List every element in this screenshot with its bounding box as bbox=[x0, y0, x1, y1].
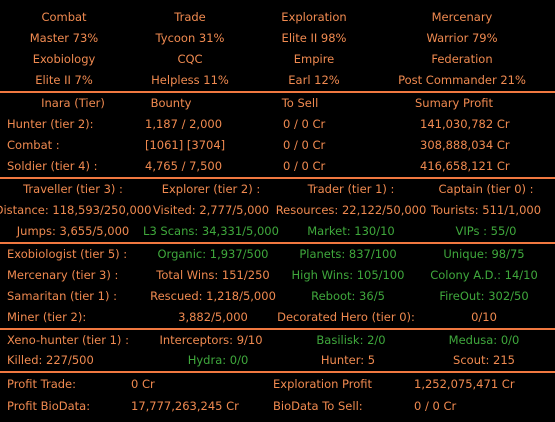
xeno-hunter-label: Xeno-hunter (tier 1) : bbox=[7, 333, 129, 347]
explorer-visited: Visited: 2,777/5,000 bbox=[152, 203, 270, 217]
trader-header: Trader (tier 1) : bbox=[307, 182, 395, 196]
mercenary-high-wins: High Wins: 105/100 bbox=[291, 268, 405, 282]
separator bbox=[0, 177, 555, 179]
exploration-profit-label: Exploration Profit bbox=[273, 377, 373, 391]
inara-header-profit: Sumary Profit bbox=[414, 96, 494, 110]
rank-cqc-value: Helpless 11% bbox=[151, 73, 229, 87]
inara-row-hunter-bounty: 1,187 / 2,000 bbox=[145, 117, 223, 131]
exobiologist-label: Exobiologist (tier 5) : bbox=[7, 247, 128, 261]
rank-exploration-value: Elite II 98% bbox=[281, 31, 347, 45]
xeno-scout-count: Scout: 215 bbox=[453, 353, 515, 367]
exploration-profit-value: 1,252,075,471 Cr bbox=[414, 377, 515, 391]
biodata-to-sell-value: 0 / 0 Cr bbox=[414, 399, 457, 413]
xeno-medusa: Medusa: 0/0 bbox=[448, 333, 520, 347]
rank-trade-label: Trade bbox=[174, 10, 206, 24]
rank-combat-label: Combat bbox=[41, 10, 87, 24]
rank-empire-label: Empire bbox=[293, 52, 335, 66]
biodata-to-sell-label: BioData To Sell: bbox=[273, 399, 363, 413]
exobiologist-unique: Unique: 98/75 bbox=[443, 247, 525, 261]
samaritan-label: Samaritan (tier 1) : bbox=[7, 289, 118, 303]
xeno-interceptors: Interceptors: 9/10 bbox=[159, 333, 263, 347]
inara-header-tier: Inara (Tier) bbox=[41, 96, 105, 110]
mercenary-total-wins: Total Wins: 151/250 bbox=[156, 268, 270, 282]
mercenary-colony: Colony A.D.: 14/10 bbox=[430, 268, 538, 282]
inara-row-soldier-label: Soldier (tier 4) : bbox=[7, 159, 98, 173]
traveller-distance: Distance: 118,593/250,000 bbox=[0, 203, 152, 217]
rank-federation-value: Post Commander 21% bbox=[398, 73, 526, 87]
samaritan-fireout: FireOut: 302/50 bbox=[439, 289, 529, 303]
traveller-jumps: Jumps: 3,655/5,000 bbox=[16, 224, 130, 238]
rank-trade-value: Tycoon 31% bbox=[155, 31, 225, 45]
inara-row-combat-bounty: [1061] [3704] bbox=[145, 138, 226, 152]
mercenary-label: Mercenary (tier 3) : bbox=[7, 268, 119, 282]
samaritan-reboot: Reboot: 36/5 bbox=[311, 289, 385, 303]
exobiologist-organic: Organic: 1,937/500 bbox=[157, 247, 269, 261]
explorer-header: Explorer (tier 2) : bbox=[161, 182, 261, 196]
inara-row-combat-label: Combat : bbox=[7, 138, 60, 152]
rank-federation-label: Federation bbox=[431, 52, 493, 66]
trader-market: Market: 130/10 bbox=[307, 224, 395, 238]
separator bbox=[0, 328, 555, 330]
decorated-hero-label: Decorated Hero (tier 0): bbox=[277, 310, 415, 324]
exobiologist-planets: Planets: 837/100 bbox=[299, 247, 397, 261]
rank-mercenary-label: Mercenary bbox=[431, 10, 493, 24]
xeno-killed: Killed: 227/500 bbox=[7, 353, 94, 367]
samaritan-rescued: Rescued: 1,218/5,000 bbox=[150, 289, 276, 303]
inara-row-hunter-profit: 141,030,782 Cr bbox=[420, 117, 510, 131]
inara-row-combat-sell: 0 / 0 Cr bbox=[283, 138, 326, 152]
inara-row-hunter-sell: 0 / 0 Cr bbox=[283, 117, 326, 131]
rank-cqc-label: CQC bbox=[177, 52, 203, 66]
rank-mercenary-value: Warrior 79% bbox=[426, 31, 498, 45]
xeno-hydra: Hydra: 0/0 bbox=[187, 353, 249, 367]
profit-biodata-value: 17,777,263,245 Cr bbox=[131, 399, 239, 413]
trader-resources: Resources: 22,122/50,000 bbox=[275, 203, 427, 217]
inara-header-bounty: Bounty bbox=[150, 96, 192, 110]
rank-empire-value: Earl 12% bbox=[288, 73, 340, 87]
inara-row-hunter-label: Hunter (tier 2): bbox=[7, 117, 94, 131]
miner-progress: 3,882/5,000 bbox=[178, 310, 248, 324]
inara-header-to-sell: To Sell bbox=[281, 96, 319, 110]
traveller-header: Traveller (tier 3) : bbox=[23, 182, 123, 196]
inara-row-combat-profit: 308,888,034 Cr bbox=[420, 138, 510, 152]
inara-row-soldier-bounty: 4,765 / 7,500 bbox=[145, 159, 223, 173]
rank-exploration-label: Exploration bbox=[281, 10, 347, 24]
profit-trade-value: 0 Cr bbox=[131, 377, 155, 391]
separator bbox=[0, 91, 555, 93]
rank-exobiology-label: Exobiology bbox=[32, 52, 96, 66]
captain-tourists: Tourists: 511/1,000 bbox=[430, 203, 542, 217]
rank-exobiology-value: Elite II 7% bbox=[35, 73, 93, 87]
profit-trade-label: Profit Trade: bbox=[7, 377, 77, 391]
captain-vips: VIPs : 55/0 bbox=[455, 224, 517, 238]
rank-combat-value: Master 73% bbox=[29, 31, 99, 45]
inara-row-soldier-sell: 0 / 0 Cr bbox=[283, 159, 326, 173]
xeno-basilisk: Basilisk: 2/0 bbox=[316, 333, 386, 347]
captain-header: Captain (tier 0) : bbox=[438, 182, 534, 196]
separator bbox=[0, 242, 555, 244]
miner-label: Miner (tier 2): bbox=[7, 310, 87, 324]
decorated-hero-value: 0/10 bbox=[471, 310, 497, 324]
xeno-hunter-count: Hunter: 5 bbox=[320, 353, 376, 367]
profit-biodata-label: Profit BioData: bbox=[7, 399, 91, 413]
explorer-l3-scans: L3 Scans: 34,331/5,000 bbox=[143, 224, 279, 238]
separator bbox=[0, 371, 555, 373]
inara-row-soldier-profit: 416,658,121 Cr bbox=[420, 159, 510, 173]
